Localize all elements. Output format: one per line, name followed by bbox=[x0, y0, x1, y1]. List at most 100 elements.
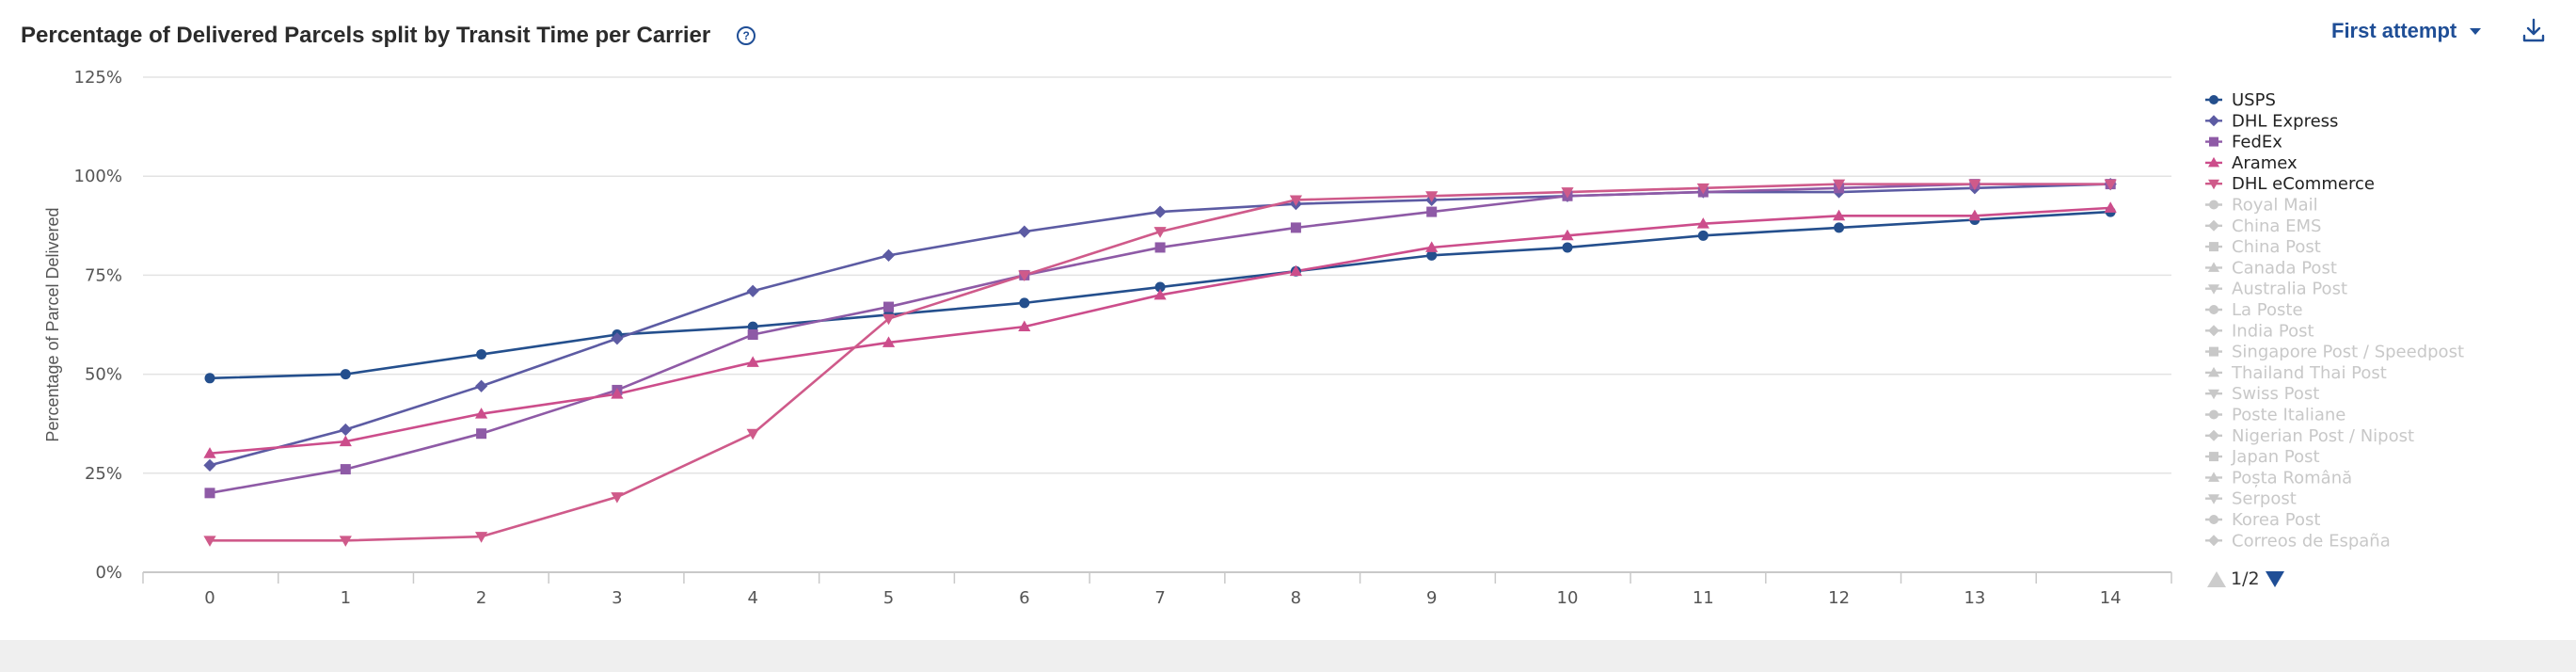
data-point bbox=[203, 458, 216, 472]
data-point bbox=[475, 532, 488, 543]
data-point bbox=[747, 321, 758, 332]
data-point bbox=[882, 248, 896, 262]
x-tick-label: 8 bbox=[1291, 588, 1301, 608]
legend-item[interactable]: La Poste bbox=[2232, 300, 2303, 320]
x-tick-label: 3 bbox=[612, 588, 622, 608]
data-point bbox=[339, 423, 352, 437]
data-point bbox=[1833, 179, 1846, 191]
legend-item[interactable]: DHL eCommerce bbox=[2232, 174, 2375, 194]
legend-item[interactable]: FedEx bbox=[2232, 133, 2282, 152]
chart-card: Percentage of Delivered Parcels split by… bbox=[0, 0, 2576, 640]
legend-marker-icon bbox=[2208, 325, 2219, 337]
legend-item[interactable]: China Post bbox=[2232, 237, 2321, 257]
data-point bbox=[1154, 281, 1166, 293]
data-point bbox=[1696, 217, 1709, 229]
data-point bbox=[1153, 288, 1167, 300]
data-point bbox=[611, 492, 624, 504]
data-point bbox=[1018, 320, 1031, 332]
data-point bbox=[1425, 191, 1439, 202]
pager-down-arrow-icon[interactable] bbox=[2265, 570, 2284, 587]
legend-item[interactable]: USPS bbox=[2232, 90, 2276, 110]
x-tick-label: 4 bbox=[747, 588, 757, 608]
legend-item[interactable]: India Post bbox=[2232, 321, 2314, 341]
data-point bbox=[339, 536, 352, 547]
data-point bbox=[476, 349, 487, 360]
legend-item[interactable]: Canada Post bbox=[2232, 258, 2337, 278]
attempt-dropdown[interactable]: First attempt bbox=[2331, 17, 2482, 45]
series-line bbox=[209, 183, 2111, 467]
data-point bbox=[1697, 230, 1709, 241]
x-tick-label: 14 bbox=[2100, 588, 2122, 608]
legend-item[interactable]: DHL Express bbox=[2232, 111, 2338, 131]
legend-marker-icon bbox=[2209, 242, 2218, 252]
legend-marker-icon bbox=[2208, 115, 2219, 127]
legend-item[interactable]: Serpost bbox=[2232, 489, 2297, 509]
legend-marker-icon bbox=[2209, 452, 2218, 462]
y-tick-label: 125% bbox=[74, 68, 122, 88]
x-tick-label: 2 bbox=[476, 588, 486, 608]
pager-up-arrow-icon[interactable] bbox=[2207, 570, 2226, 587]
data-point bbox=[1968, 179, 1981, 191]
data-point bbox=[2104, 201, 2117, 213]
y-tick-label: 0% bbox=[95, 563, 122, 583]
data-point bbox=[1426, 206, 1438, 217]
data-point bbox=[1562, 242, 1573, 253]
data-point bbox=[1290, 222, 1301, 233]
y-tick-label: 25% bbox=[85, 464, 122, 484]
legend-marker-icon bbox=[2208, 366, 2219, 377]
chart-title: Percentage of Delivered Parcels split by… bbox=[21, 23, 711, 48]
data-point bbox=[203, 447, 216, 458]
legend-item[interactable]: Singapore Post / Speedpost bbox=[2232, 343, 2464, 362]
legend-marker-icon bbox=[2208, 262, 2219, 272]
legend-item[interactable]: Thailand Thai Post bbox=[2231, 363, 2387, 383]
legend-item[interactable]: Poșta Română bbox=[2232, 468, 2352, 488]
pager-label: 1/2 bbox=[2231, 568, 2260, 589]
legend-item[interactable]: Japan Post bbox=[2231, 447, 2320, 467]
legend-pager: 1/2 bbox=[2207, 568, 2284, 589]
data-point bbox=[204, 373, 215, 384]
legend-item[interactable]: Swiss Post bbox=[2232, 384, 2319, 404]
legend-marker-icon bbox=[2209, 346, 2218, 357]
data-point bbox=[1561, 229, 1574, 241]
data-point bbox=[746, 428, 759, 440]
x-tick-label: 7 bbox=[1154, 588, 1165, 608]
x-tick-label: 13 bbox=[1964, 588, 1985, 608]
legend-item[interactable]: Korea Post bbox=[2232, 510, 2320, 530]
data-point bbox=[475, 379, 488, 392]
data-point bbox=[340, 464, 351, 475]
legend-item[interactable]: Royal Mail bbox=[2232, 196, 2318, 216]
y-tick-label: 50% bbox=[85, 365, 122, 385]
legend-marker-icon bbox=[2208, 429, 2219, 441]
data-point bbox=[204, 488, 215, 499]
y-tick-label: 100% bbox=[74, 167, 122, 186]
legend-marker-icon bbox=[2209, 200, 2218, 210]
data-point bbox=[476, 428, 487, 440]
line-chart: 0%25%50%75%100%125%0 1 2 3 4 5 6 7 8 9 10 11 12 13 14P… bbox=[43, 68, 2464, 608]
download-icon[interactable] bbox=[2520, 17, 2548, 45]
legend-item[interactable]: Poste Italiane bbox=[2232, 406, 2345, 425]
x-tick-label: 5 bbox=[883, 588, 894, 608]
x-tick-label: 6 bbox=[1019, 588, 1029, 608]
data-point bbox=[1289, 195, 1302, 207]
data-point bbox=[1425, 241, 1439, 252]
data-point bbox=[882, 313, 896, 326]
y-tick-label: 75% bbox=[85, 265, 122, 285]
legend-marker-icon bbox=[2209, 136, 2218, 147]
help-circle-icon[interactable]: ? bbox=[737, 26, 756, 45]
legend-item[interactable]: Australia Post bbox=[2232, 280, 2347, 299]
legend-marker-icon bbox=[2209, 95, 2218, 104]
attempt-dropdown-label: First attempt bbox=[2331, 19, 2457, 42]
data-point bbox=[1833, 209, 1846, 221]
data-point bbox=[1154, 242, 1166, 253]
legend-item[interactable]: China EMS bbox=[2232, 216, 2321, 236]
data-point bbox=[746, 284, 759, 297]
legend-item[interactable]: Aramex bbox=[2232, 153, 2298, 173]
data-point bbox=[1426, 249, 1438, 261]
legend-marker-icon bbox=[2208, 284, 2219, 295]
legend-item[interactable]: Nigerian Post / Nipost bbox=[2232, 426, 2414, 446]
data-point bbox=[1696, 183, 1709, 195]
legend-marker-icon bbox=[2208, 179, 2219, 190]
legend-item[interactable]: Correos de España bbox=[2232, 531, 2391, 551]
data-point bbox=[1968, 209, 1981, 221]
data-point bbox=[1019, 297, 1030, 309]
